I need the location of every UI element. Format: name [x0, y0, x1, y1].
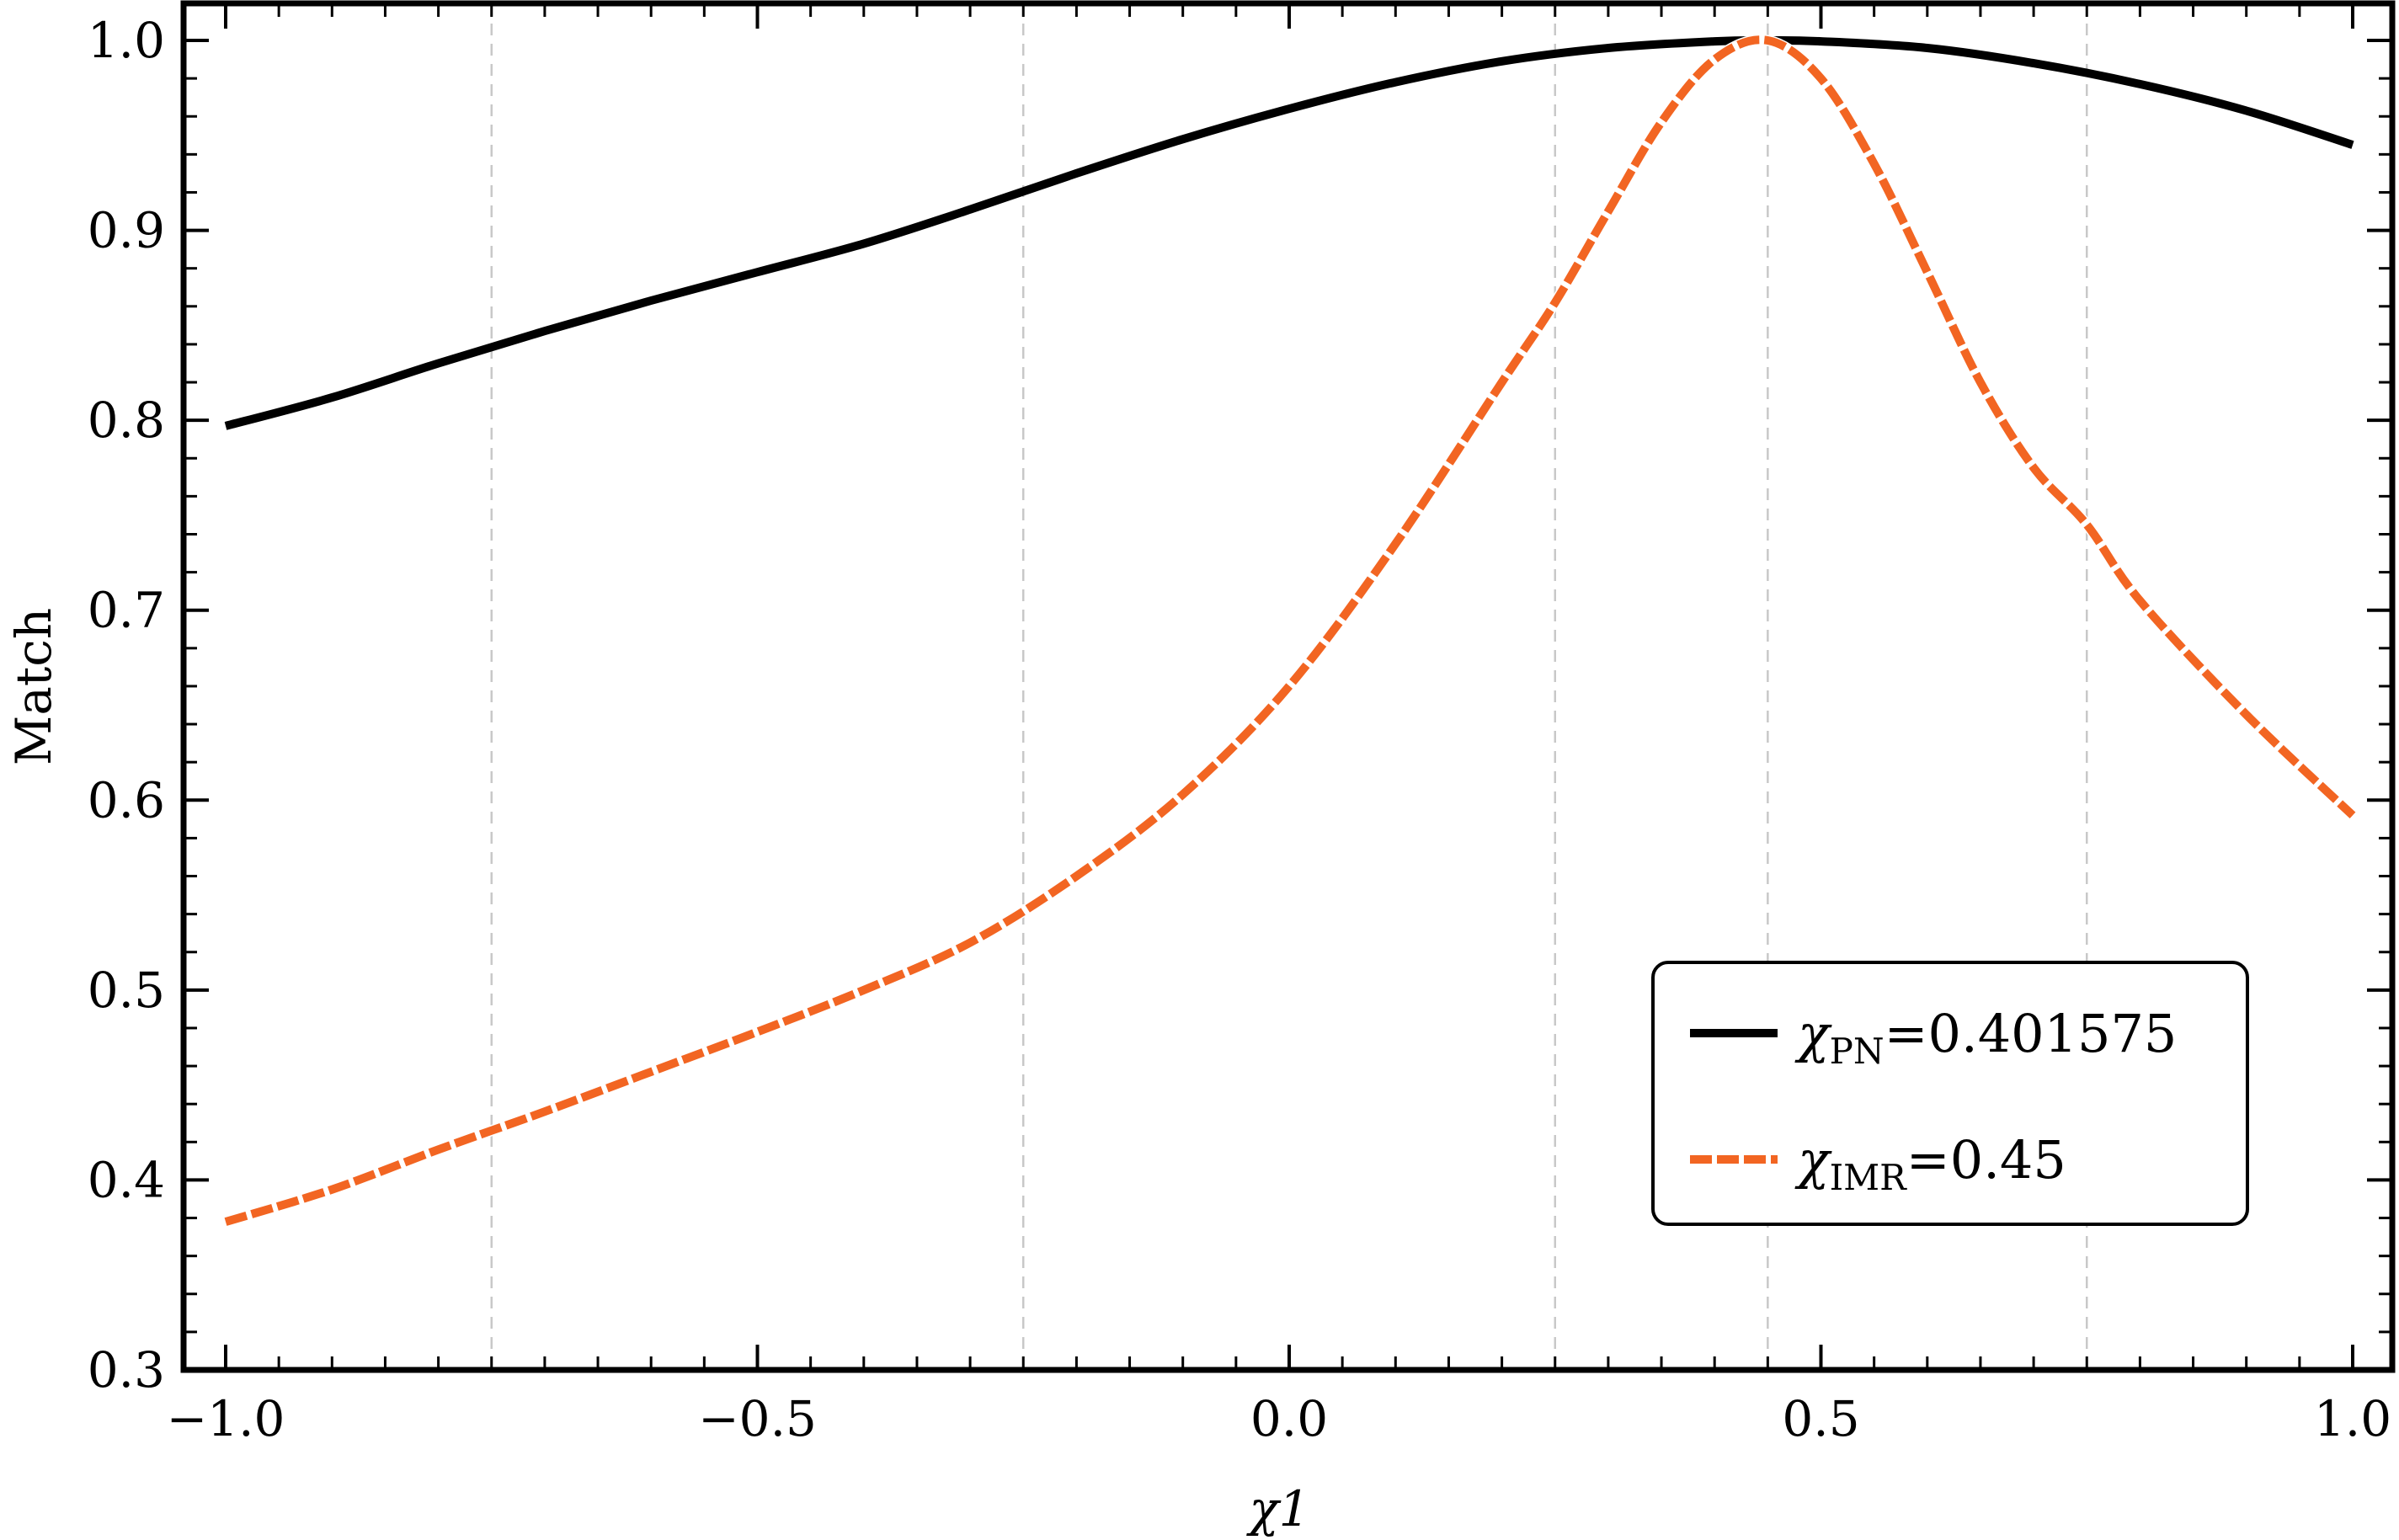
x-tick-label: 1.0 — [2314, 1390, 2391, 1447]
x-tick-label: −1.0 — [167, 1390, 285, 1447]
tick-labels: −1.0 −0.5 0.0 0.5 1.0 0.3 0.4 0.5 0.6 0.7 0.8 0.9 1.… — [88, 12, 2391, 1447]
legend: χPN=0.401575 χIMR=0.45 — [1651, 961, 2249, 1226]
y-tick-label: 0.7 — [88, 582, 165, 639]
axis-ticks — [184, 3, 2392, 1372]
y-tick-label: 0.3 — [88, 1341, 165, 1399]
legend-label: χIMR=0.45 — [1794, 1129, 2066, 1198]
x-tick-label: 0.5 — [1782, 1390, 1859, 1447]
y-tick-label: 0.5 — [88, 962, 165, 1019]
y-tick-label: 0.6 — [88, 771, 165, 829]
series-pn-line — [224, 35, 2354, 430]
y-tick-label: 0.8 — [88, 392, 165, 449]
series-lines — [224, 34, 2357, 1228]
x-tick-label: 0.0 — [1250, 1390, 1328, 1447]
x-axis-title: χ1 — [1245, 1480, 1309, 1537]
y-axis-title: Match — [5, 608, 62, 765]
legend-box — [1651, 961, 2249, 1226]
series-imr-line — [224, 35, 2356, 1226]
y-tick-label: 1.0 — [88, 12, 165, 69]
x-tick-label: −0.5 — [698, 1390, 817, 1447]
y-tick-label: 0.9 — [88, 202, 165, 259]
legend-label: χPN=0.401575 — [1794, 1003, 2177, 1072]
y-tick-label: 0.4 — [88, 1151, 165, 1208]
